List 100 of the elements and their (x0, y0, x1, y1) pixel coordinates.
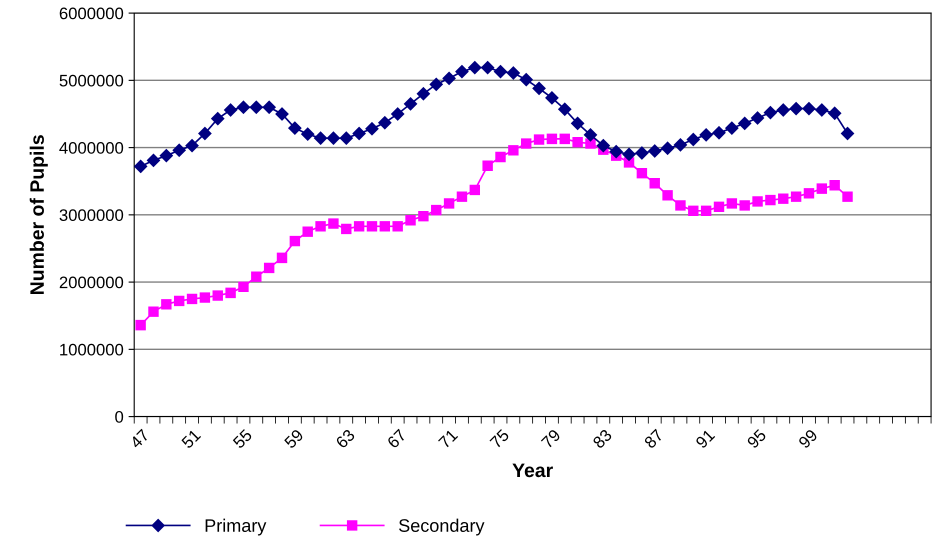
point (842, 191, 853, 202)
y-tick-label: 3000000 (60, 209, 124, 222)
point (738, 116, 752, 130)
point (840, 126, 854, 140)
point (380, 221, 390, 232)
point (532, 82, 546, 96)
point (520, 73, 533, 86)
point (828, 106, 842, 120)
point (560, 134, 570, 144)
point (508, 145, 519, 156)
point (750, 111, 764, 125)
point (392, 221, 403, 232)
point (726, 198, 738, 209)
x-tick-label: 71 (438, 428, 458, 449)
point (366, 221, 378, 232)
x-tick-label: 79 (540, 428, 562, 449)
point (674, 138, 688, 152)
point (456, 191, 468, 202)
point (622, 148, 636, 161)
point (650, 178, 660, 188)
y-tick-label: 0 (115, 411, 124, 423)
point (546, 134, 558, 144)
point (416, 87, 430, 100)
point (521, 138, 532, 149)
point (739, 200, 750, 211)
legend-label: Secondary (399, 518, 484, 536)
point (662, 190, 673, 201)
legend-label: Primary (206, 518, 266, 536)
point (765, 194, 776, 206)
x-axis-title: Year (512, 464, 553, 478)
point (161, 299, 172, 310)
point (442, 72, 456, 85)
point (174, 296, 184, 306)
point (752, 196, 763, 207)
x-tick-label: 99 (798, 428, 818, 449)
y-tick-label: 2000000 (60, 276, 124, 288)
x-tick-label: 87 (644, 428, 664, 449)
point (495, 152, 506, 162)
point (378, 116, 392, 130)
point (534, 134, 544, 145)
point (481, 60, 494, 74)
point (829, 180, 840, 190)
point (200, 292, 210, 303)
point (545, 91, 559, 104)
point (326, 132, 340, 145)
y-tick-label: 5000000 (60, 74, 124, 87)
point (198, 126, 212, 140)
x-tick-label: 55 (232, 428, 253, 449)
point (340, 132, 353, 145)
point (290, 236, 300, 246)
point (186, 294, 198, 304)
point (714, 202, 724, 212)
point (712, 126, 726, 140)
point (314, 132, 328, 145)
point (262, 100, 276, 114)
point (172, 144, 186, 157)
y-tick-label: 1000000 (60, 344, 124, 356)
point (648, 144, 662, 158)
point (418, 210, 429, 222)
x-tick-label: 59 (284, 428, 304, 449)
point (302, 226, 313, 237)
point (301, 128, 314, 141)
point (778, 194, 788, 204)
point (596, 138, 610, 152)
point (700, 128, 713, 142)
point (431, 204, 442, 216)
point (224, 103, 238, 117)
point (341, 224, 352, 234)
point (275, 107, 289, 121)
point (571, 116, 584, 130)
point (315, 221, 326, 232)
point (250, 100, 263, 114)
x-tick-label: 47 (129, 428, 150, 450)
point (251, 272, 262, 282)
point (790, 102, 803, 116)
point (212, 290, 223, 301)
point (430, 78, 443, 91)
point (494, 65, 508, 78)
point (148, 306, 159, 317)
point (352, 126, 366, 140)
point (610, 145, 623, 158)
x-tick-label: 91 (694, 428, 716, 449)
x-tick-label: 63 (335, 428, 356, 449)
point (804, 188, 814, 199)
point (211, 112, 224, 126)
point (572, 137, 583, 148)
point (635, 146, 648, 160)
point (776, 103, 790, 117)
point (444, 198, 454, 209)
point (288, 122, 302, 135)
y-axis-title: Number of Pupils (30, 135, 48, 294)
x-tick-label: 95 (746, 428, 767, 449)
point (328, 218, 339, 229)
point (238, 282, 249, 292)
y-tick-label: 6000000 (60, 8, 124, 20)
point (675, 200, 686, 211)
point (225, 288, 236, 298)
point (700, 206, 712, 216)
point (391, 107, 404, 121)
point (725, 122, 738, 135)
